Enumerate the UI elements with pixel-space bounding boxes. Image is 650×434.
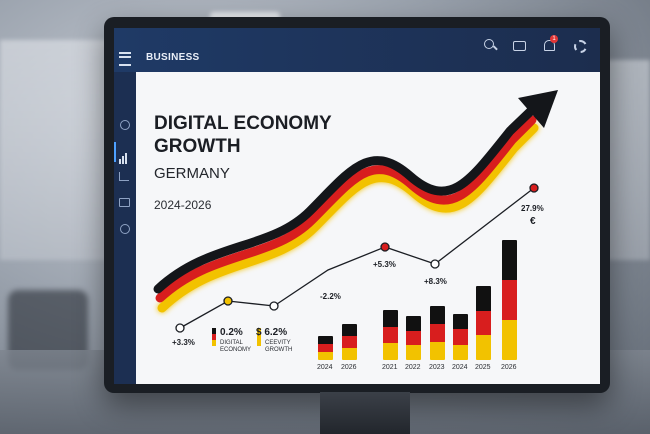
line-label: +8.3% <box>424 277 447 286</box>
top-navigation-bar: BUSINESS 1 <box>114 28 600 72</box>
trend-point <box>380 242 390 252</box>
x-tick-label: 2024 <box>317 364 333 371</box>
sidebar-search-icon[interactable] <box>120 120 130 130</box>
search-icon[interactable] <box>483 38 497 52</box>
bar-2021 <box>383 310 398 360</box>
x-tick-label: 2024 <box>452 364 468 371</box>
sidebar <box>114 52 136 384</box>
bar-2026 <box>342 324 357 360</box>
bar-2024 <box>453 314 468 360</box>
arrow-head-icon <box>518 90 558 128</box>
trend-point <box>430 259 440 269</box>
legend-swatch-economy <box>212 328 216 346</box>
country-subtitle: GERMANY <box>154 165 230 182</box>
legend-value-economy: 0.2% <box>220 327 243 338</box>
active-indicator <box>114 142 116 162</box>
bar-2022 <box>406 316 421 360</box>
growth-ribbon-gold <box>157 123 539 313</box>
bell-icon[interactable]: 1 <box>542 35 558 52</box>
x-tick-label: 2026 <box>501 364 517 371</box>
trend-point <box>529 183 539 193</box>
line-chart-icon[interactable] <box>119 172 129 181</box>
legend-swatch-growth <box>257 328 261 346</box>
legend-label-growth: CEEVITY GROWTH <box>265 340 293 353</box>
chat-icon[interactable] <box>513 41 526 51</box>
growth-chart <box>153 90 558 333</box>
euro-label: € <box>530 216 536 227</box>
info-icon[interactable] <box>120 224 130 234</box>
menu-icon[interactable] <box>119 52 131 66</box>
x-tick-label: 2023 <box>429 364 445 371</box>
bar-2023 <box>430 306 445 360</box>
line-label: 27.9% <box>521 204 544 213</box>
monitor-stand <box>320 392 410 434</box>
notification-badge: 1 <box>550 35 558 43</box>
bar-chart-icon[interactable] <box>119 146 131 164</box>
x-tick-label: 2021 <box>382 364 398 371</box>
legend-value-growth: $ 6.2% <box>256 327 288 338</box>
gear-icon[interactable] <box>572 38 587 53</box>
year-range: 2024-2026 <box>154 198 212 212</box>
x-tick-label: 2026 <box>341 364 357 371</box>
bar-2025 <box>476 286 491 360</box>
trend-point <box>269 301 279 311</box>
line-label: +5.3% <box>373 260 396 269</box>
trend-point <box>223 296 233 306</box>
section-label[interactable]: BUSINESS <box>146 52 200 63</box>
bar-2026 <box>502 240 517 360</box>
legend-label-economy: DIGITAL ECONOMY <box>220 340 252 353</box>
line-label: -2.2% <box>320 292 341 301</box>
growth-ribbon-black <box>153 103 539 294</box>
bar-2024 <box>318 336 333 360</box>
x-tick-label: 2025 <box>475 364 491 371</box>
page-title: DIGITAL ECONOMY GROWTH <box>154 113 332 157</box>
growth-ribbon-red <box>155 115 537 303</box>
message-icon[interactable] <box>119 198 130 207</box>
trend-point <box>175 323 185 333</box>
x-tick-label: 2022 <box>405 364 421 371</box>
office-window-left <box>0 40 120 260</box>
dashboard-screen: BUSINESS 1 DIGITAL ECONOMY GROWTH GERMAN… <box>114 28 600 384</box>
line-label: +3.3% <box>172 338 195 347</box>
